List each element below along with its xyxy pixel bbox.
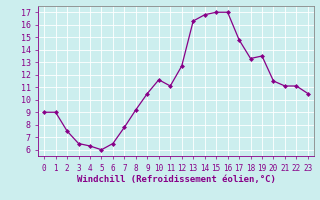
X-axis label: Windchill (Refroidissement éolien,°C): Windchill (Refroidissement éolien,°C) <box>76 175 276 184</box>
